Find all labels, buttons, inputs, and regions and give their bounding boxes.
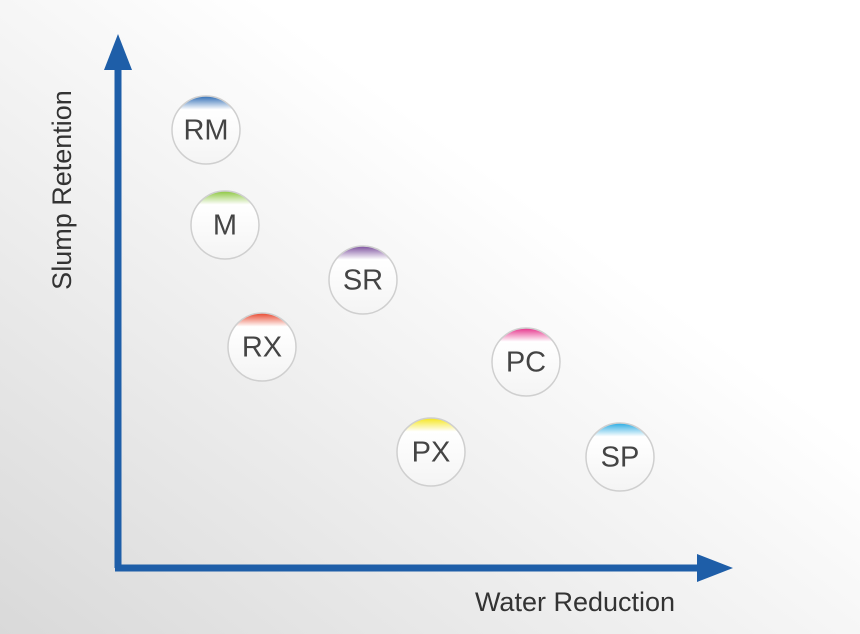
x-axis-arrow — [697, 554, 733, 582]
node-circle — [190, 190, 260, 260]
node-label: RM — [183, 115, 228, 147]
node-label: PX — [412, 437, 451, 469]
node-circle — [328, 245, 398, 315]
node-label: SP — [601, 442, 640, 474]
nodes: RM M SR RX PC PX SP — [171, 95, 655, 492]
node-circle — [585, 422, 655, 492]
node-circle — [171, 95, 241, 165]
y-axis-arrow — [104, 34, 132, 70]
node-label: SR — [343, 265, 383, 297]
node-circle — [491, 327, 561, 397]
x-axis-label: Water Reduction — [475, 587, 675, 617]
node-circle — [227, 312, 297, 382]
node-label: PC — [506, 347, 546, 379]
node-label: RX — [242, 332, 282, 364]
node-label: M — [213, 210, 237, 242]
node-circle — [396, 417, 466, 487]
y-axis-label: Slump Retention — [47, 90, 77, 290]
